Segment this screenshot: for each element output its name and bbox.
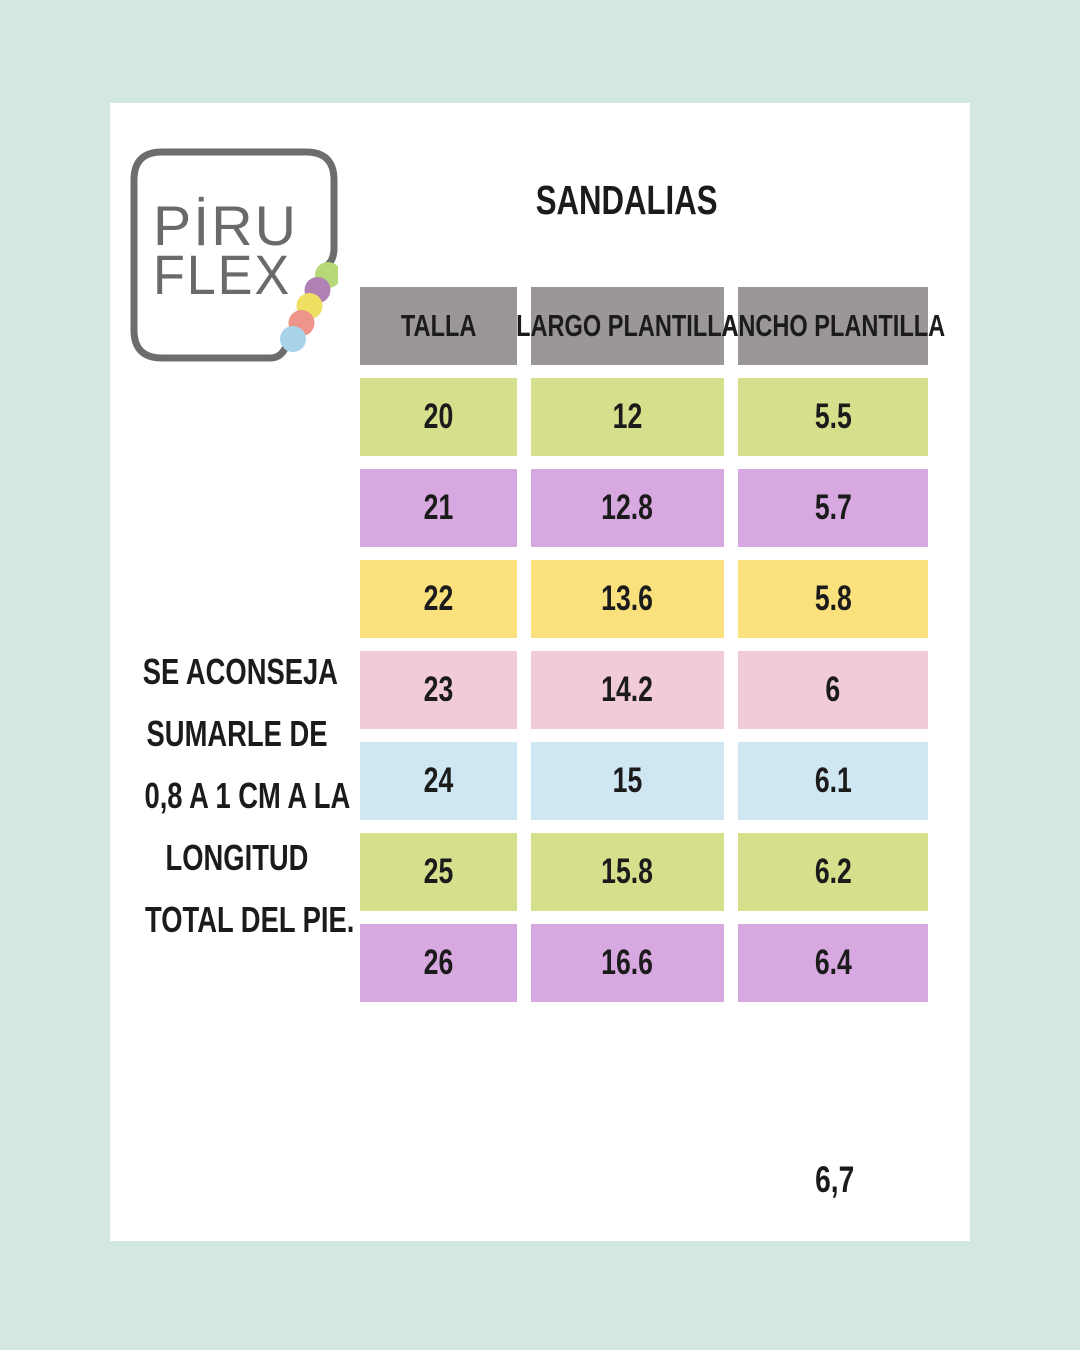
page-title-text: SANDALIAS [536,177,718,223]
header-cell-ancho-plantilla: ANCHO PLANTILLA [721,287,945,365]
ancho-cell: 5.5 [738,378,928,456]
talla-cell: 24 [360,742,517,820]
largo-cell: 15.8 [531,833,724,911]
largo-cell: 14.2 [531,651,724,729]
card: PİRU FLEX SANDALIAS TALLA LARGO PLANTILL… [110,103,970,1241]
note-line-text: TOTAL DEL PIE. [145,899,355,940]
talla-cell: 21 [360,469,517,547]
cell-value: 16.6 [601,943,654,982]
ancho-cell: 6 [738,651,928,729]
footer-value: 6,7 [765,1159,905,1201]
cell-value: 14.2 [601,670,654,709]
cell-value: 12 [612,397,643,436]
talla-cell: 25 [360,833,517,911]
talla-cell: 26 [360,924,517,1002]
ancho-cell: 5.8 [738,560,928,638]
note-line-text: SUMARLE DE [146,713,328,754]
cell-value: 6.2 [814,852,852,891]
cell-value: 21 [423,488,454,527]
talla-cell: 23 [360,651,517,729]
size-table: TALLA LARGO PLANTILLA ANCHO PLANTILLA 20… [360,287,945,1002]
header-label: TALLA [400,308,477,343]
cell-value: 15 [612,761,643,800]
logo-text-line1: PİRU [153,194,298,257]
cell-value: 23 [423,670,454,709]
cell-value: 6.4 [814,943,852,982]
cell-value: 5.8 [814,579,852,618]
cell-value: 24 [423,761,454,800]
cell-value: 5.5 [814,397,852,436]
logo-text-line2: FLEX [153,243,291,306]
talla-cell: 20 [360,378,517,456]
header-label: LARGO PLANTILLA [516,308,739,343]
ancho-cell: 5.7 [738,469,928,547]
cell-value: 6 [825,670,841,709]
note-line: SUMARLE DE [112,703,362,765]
ancho-cell: 6.2 [738,833,928,911]
note-line-text: LONGITUD [165,837,309,878]
advice-note: SE ACONSEJA SUMARLE DE 0,8 A 1 CM A LA L… [112,641,362,951]
cell-value: 15.8 [601,852,654,891]
cell-value: 13.6 [601,579,654,618]
note-line: TOTAL DEL PIE. [112,889,362,951]
note-line: LONGITUD [112,827,362,889]
header-cell-talla: TALLA [360,287,517,365]
cell-value: 20 [423,397,454,436]
cell-value: 26 [423,943,454,982]
ancho-cell: 6.1 [738,742,928,820]
largo-cell: 13.6 [531,560,724,638]
largo-cell: 12 [531,378,724,456]
largo-cell: 15 [531,742,724,820]
cell-value: 22 [423,579,454,618]
ancho-cell: 6.4 [738,924,928,1002]
page-title: SANDALIAS [417,177,837,224]
footer-value-text: 6,7 [815,1159,855,1200]
cell-value: 6.1 [814,761,852,800]
talla-cell: 22 [360,560,517,638]
cell-value: 12.8 [601,488,654,527]
cell-value: 25 [423,852,454,891]
piruflex-logo: PİRU FLEX [130,148,338,362]
header-label: ANCHO PLANTILLA [721,308,945,343]
note-line-text: SE ACONSEJA [142,651,338,692]
note-line-text: 0,8 A 1 CM A LA [144,775,351,816]
note-line: 0,8 A 1 CM A LA [112,765,362,827]
note-line: SE ACONSEJA [112,641,362,703]
blue-dot-icon [280,326,306,352]
largo-cell: 16.6 [531,924,724,1002]
largo-cell: 12.8 [531,469,724,547]
cell-value: 5.7 [814,488,852,527]
logo-border [130,148,338,362]
header-cell-largo-plantilla: LARGO PLANTILLA [516,287,739,365]
